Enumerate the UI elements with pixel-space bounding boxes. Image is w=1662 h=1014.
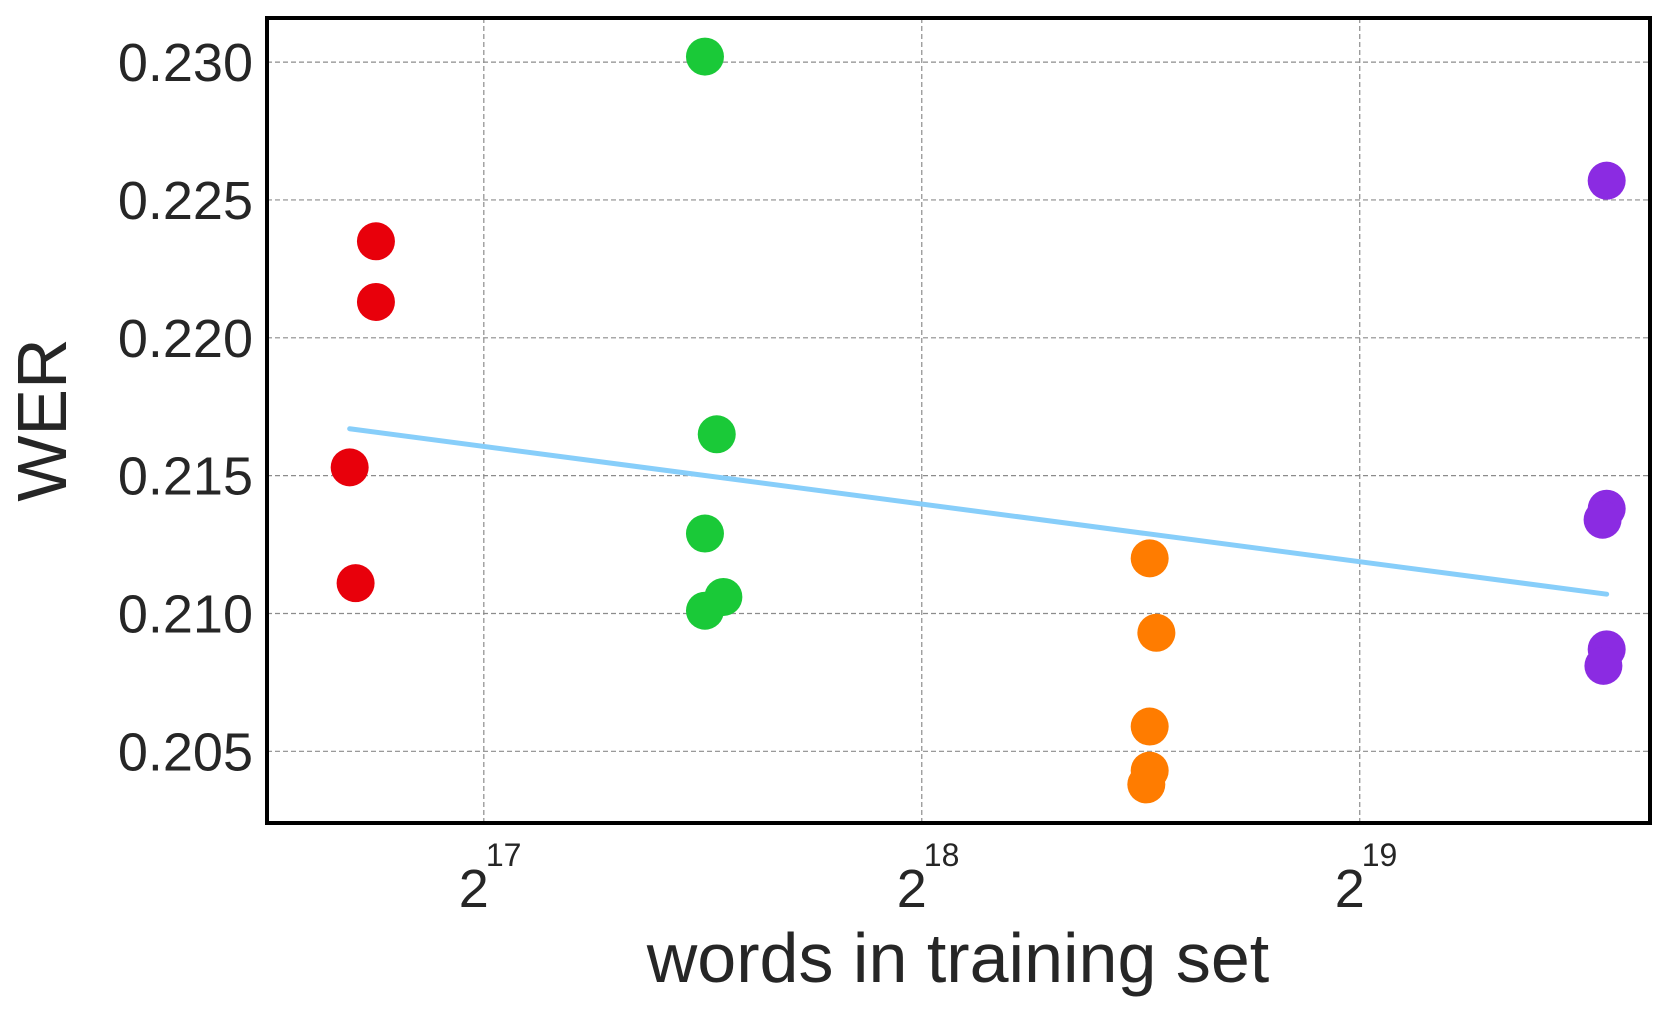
plot-frame bbox=[265, 16, 1652, 825]
x-axis-label: words in training set bbox=[646, 919, 1270, 997]
data-point-series-2 bbox=[697, 415, 736, 454]
y-tick-label: 0.230 bbox=[118, 33, 253, 93]
trend-line bbox=[347, 426, 1610, 597]
data-point-series-2 bbox=[685, 514, 724, 553]
data-point-series-2 bbox=[685, 37, 724, 76]
x-tick-label: 219 bbox=[1335, 837, 1398, 919]
data-point-series-1 bbox=[330, 448, 369, 487]
x-tick-base: 2 bbox=[897, 859, 927, 919]
data-point-series-3 bbox=[1137, 613, 1176, 652]
x-tick-exponent: 17 bbox=[486, 837, 522, 873]
data-point-series-1 bbox=[356, 222, 395, 261]
x-tick-base: 2 bbox=[1335, 859, 1365, 919]
y-tick-label: 0.205 bbox=[118, 722, 253, 782]
x-tick-label: 218 bbox=[897, 837, 960, 919]
x-tick-exponent: 18 bbox=[924, 837, 960, 873]
y-axis-label: WER bbox=[3, 338, 81, 501]
data-point-series-3 bbox=[1130, 707, 1169, 746]
y-tick-label: 0.210 bbox=[118, 584, 253, 644]
y-tick-label: 0.225 bbox=[118, 171, 253, 231]
x-tick-exponent: 19 bbox=[1362, 837, 1398, 873]
x-tick-label: 217 bbox=[459, 837, 522, 919]
data-point-series-4 bbox=[1583, 500, 1622, 539]
grid-lines bbox=[267, 18, 1650, 823]
data-points bbox=[330, 37, 1626, 804]
data-point-series-1 bbox=[336, 564, 375, 603]
data-point-series-4 bbox=[1587, 161, 1626, 200]
y-tick-label: 0.220 bbox=[118, 309, 253, 369]
y-tick-labels: 0.205 0.210 0.215 0.220 0.225 0.230 bbox=[118, 33, 253, 782]
trend-line-group bbox=[347, 426, 1610, 597]
data-point-series-4 bbox=[1584, 646, 1623, 685]
y-tick-label: 0.215 bbox=[118, 447, 253, 507]
data-point-series-3 bbox=[1130, 539, 1169, 578]
data-point-series-1 bbox=[356, 282, 395, 321]
data-point-series-3 bbox=[1127, 765, 1166, 804]
x-tick-base: 2 bbox=[459, 859, 489, 919]
data-point-series-2 bbox=[685, 591, 724, 630]
